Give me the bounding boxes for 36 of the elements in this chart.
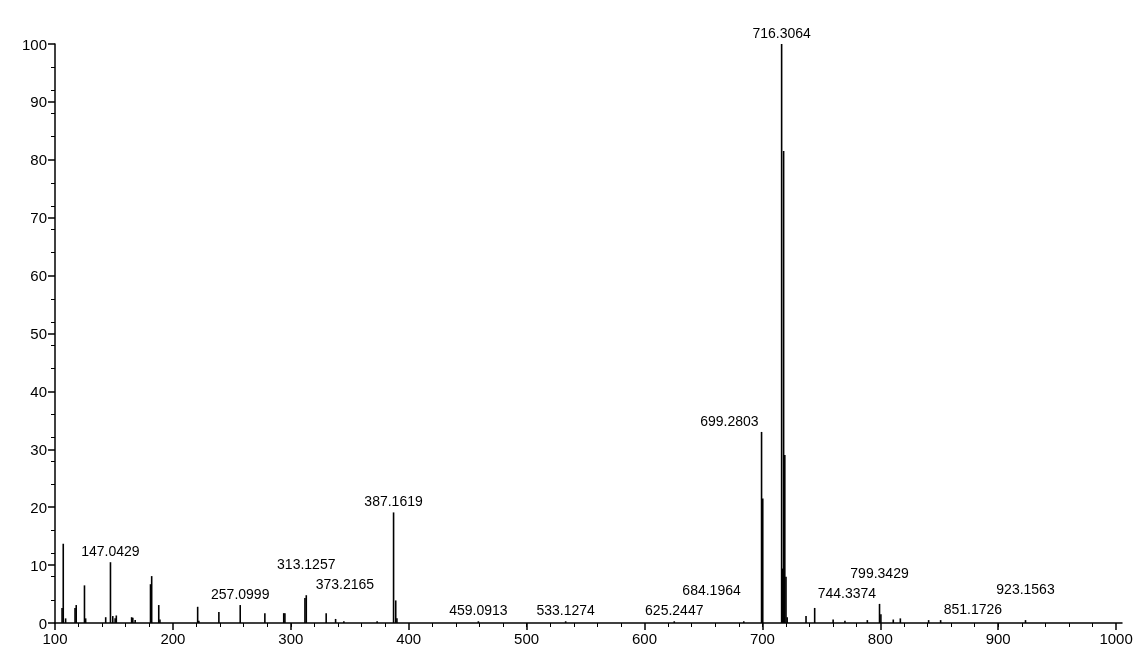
y-tick-label: 0	[38, 614, 47, 632]
annotation: 533.1274	[536, 602, 596, 619]
y-tick-label: 60	[30, 267, 47, 285]
y-tick-label: 30	[30, 440, 47, 458]
y-tick-label: 10	[30, 556, 47, 574]
annotation: 257.0999	[211, 586, 270, 603]
annotation: 625.2447	[645, 602, 704, 619]
x-tick-label: 900	[985, 630, 1011, 647]
annotation: 923.1563	[996, 581, 1055, 598]
annotation: 744.3374	[817, 584, 877, 601]
x-tick-label: 400	[396, 630, 422, 647]
x-tick-label: 800	[867, 630, 893, 647]
annotation: 716.3064	[752, 25, 812, 41]
annotation: 684.1964	[682, 582, 741, 599]
annotation: 459.0913	[449, 602, 508, 619]
y-tick-label: 20	[30, 498, 47, 516]
y-tick-label: 80	[30, 151, 47, 169]
x-tick-label: 700	[749, 630, 775, 647]
y-tick-label: 100	[21, 35, 47, 53]
y-tick-label: 50	[30, 325, 47, 342]
y-tick-label: 70	[30, 209, 47, 227]
annotation: 851.1726	[943, 601, 1003, 618]
y-tick-label: 90	[30, 93, 47, 111]
x-tick-label: 1000	[1099, 630, 1133, 647]
x-tick-label: 500	[514, 630, 540, 647]
annotation: 373.2165	[315, 576, 375, 593]
x-tick-label: 100	[42, 630, 68, 647]
annotation: 799.3429	[850, 564, 909, 581]
x-tick-label: 600	[631, 630, 658, 647]
annotation: 699.2803	[700, 412, 759, 429]
y-tick-label: 40	[30, 382, 47, 400]
annotation: 147.0429	[81, 543, 140, 560]
annotation: 387.1619	[364, 493, 423, 510]
x-tick-label: 200	[160, 630, 186, 647]
annotation: 313.1257	[277, 556, 336, 573]
x-tick-label: 300	[278, 630, 304, 647]
